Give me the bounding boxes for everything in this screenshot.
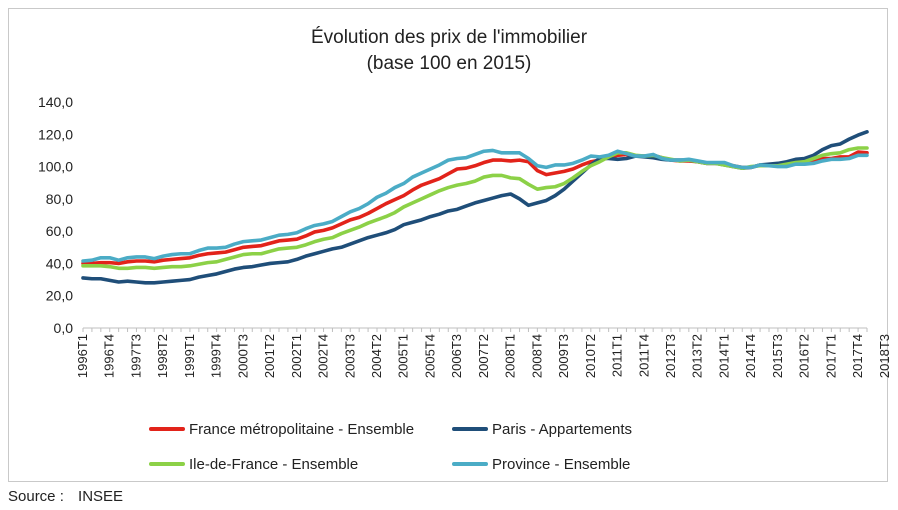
y-tick-label: 40,0 [46,255,73,271]
x-tick-label: 2009T3 [556,334,571,378]
x-tick-label: 2001T2 [262,334,277,378]
chart-frame: Évolution des prix de l'immobilier (base… [8,8,889,482]
x-tick-label: 2014T4 [743,334,758,378]
x-tick-label: 2011T4 [636,334,651,377]
axes-layer: 0,0 20,0 40,0 60,0 80,0 100,0 120,0 140,0 1996T1… [38,94,889,378]
source-note: Source : INSEE [8,488,123,505]
y-tick-label: 140,0 [38,94,73,110]
legend-label-paris-appartements: Paris - Appartements [492,421,632,438]
x-tick-label: 2003T3 [342,334,357,378]
chart-title: Évolution des prix de l'immobilier [311,27,588,48]
series-layer [81,130,869,285]
series-line-province-ensemble [81,148,869,263]
x-tick-label: 1998T2 [155,334,170,378]
x-tick-label: 2005T4 [422,334,437,378]
x-tick-label: 2017T1 [823,334,838,378]
x-tick-label: 1999T1 [182,334,197,378]
y-tick-label: 60,0 [46,223,73,239]
x-tick-label: 2013T2 [690,334,705,378]
x-tick-label: 2000T3 [235,334,250,378]
y-tick-label: 100,0 [38,159,73,175]
source-value: INSEE [78,488,124,505]
y-tick-label: 120,0 [38,126,73,142]
x-tick-label: 2017T4 [850,334,865,378]
x-tick-label: 2005T1 [396,334,411,378]
x-tick-label: 2008T4 [529,334,544,378]
y-tick-label: 20,0 [46,288,73,304]
x-tick-label: 2004T2 [369,334,384,378]
x-tick-label: 2006T3 [449,334,464,378]
legend-label-france-m-tropolitaine-ensemble: France métropolitaine - Ensemble [189,421,414,438]
x-tick-label: 2015T3 [770,334,785,378]
legend-label-ile-de-france-ensemble: Ile-de-France - Ensemble [189,456,358,473]
legend: France métropolitaine - Ensemble Paris - … [149,421,632,473]
x-tick-label: 2011T1 [610,334,625,377]
x-tick-label: 2002T1 [289,334,304,378]
y-tick-label: 80,0 [46,191,73,207]
source-label: Source : [8,488,64,505]
x-tick-label: 2018T3 [877,334,889,378]
x-tick-label: 1999T4 [209,334,224,378]
chart-subtitle: (base 100 en 2015) [367,53,532,74]
x-tick-label: 2014T1 [716,334,731,378]
chart-svg: Évolution des prix de l'immobilier (base… [38,27,889,473]
x-tick-label: 1996T1 [75,334,90,378]
x-tick-label: 2002T4 [316,334,331,378]
x-tick-label: 1996T4 [102,334,117,378]
x-tick-label: 2012T3 [663,334,678,378]
legend-label-province-ensemble: Province - Ensemble [492,456,630,473]
x-tick-label: 1997T3 [128,334,143,378]
y-tick-label: 0,0 [54,320,74,336]
x-tick-label: 2016T2 [797,334,812,378]
x-tick-label: 2008T1 [503,334,518,378]
x-tick-label: 2010T2 [583,334,598,378]
x-tick-label: 2007T2 [476,334,491,378]
